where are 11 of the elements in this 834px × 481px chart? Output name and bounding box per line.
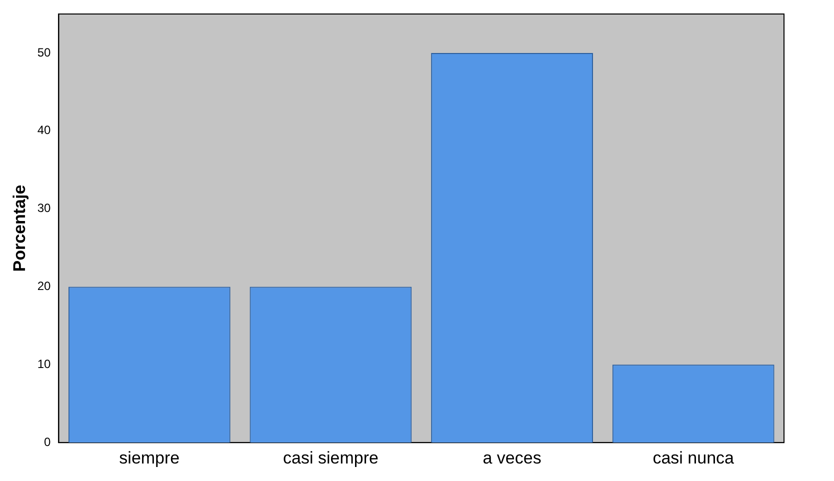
y-axis-title: Porcentaje [10,184,29,272]
x-tick-label: a veces [482,448,542,468]
y-tick-label: 40 [37,123,52,138]
x-tick-label: casi siempre [283,448,378,468]
y-tick-label: 50 [37,45,52,60]
y-tick-label: 20 [37,279,52,294]
x-tick-label: siempre [119,448,180,468]
y-tick-label: 0 [44,434,52,449]
y-tick-label: 30 [37,201,52,216]
x-tick-label: casi nunca [652,448,735,468]
y-tick-label: 10 [37,356,52,371]
